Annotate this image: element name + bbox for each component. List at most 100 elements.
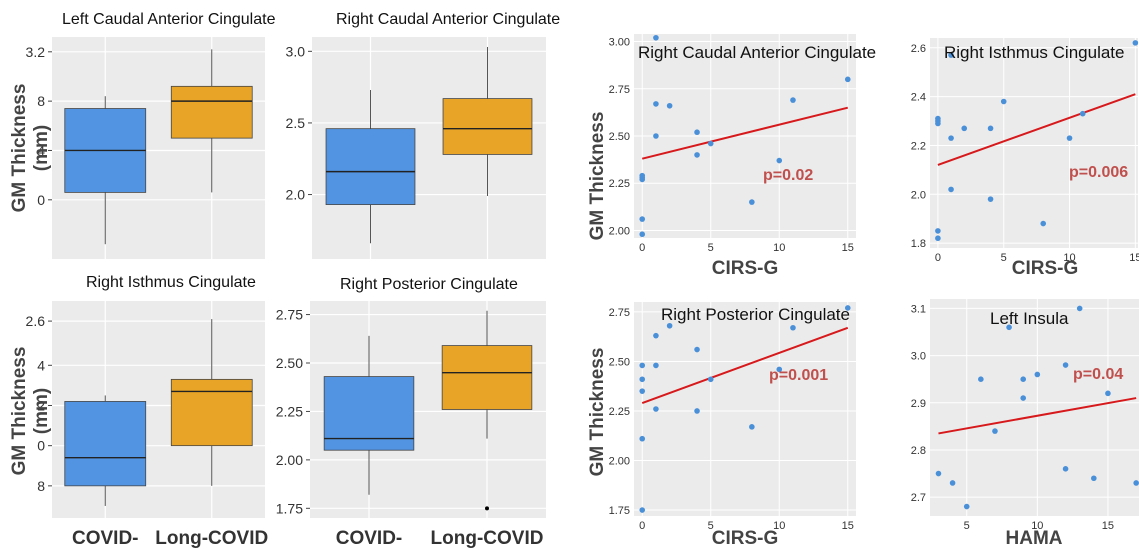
scatter-panel-2-point (961, 125, 968, 132)
scatter-panel-4-point (949, 480, 956, 486)
scatter-panel-2-xtick-label: 10 (1063, 252, 1075, 264)
scatter-panel-2-ytick-label: 1.8 (911, 238, 926, 250)
box-panel-3-long-covid-box (170, 378, 253, 447)
scatter-panel-4-xtick-label: 5 (964, 520, 970, 532)
box-panel-4-category-label: Long-COVID (431, 528, 544, 549)
scatter-panel-4-fit-line (938, 397, 1137, 435)
scatter-panel-1-point (639, 216, 646, 222)
scatter-panel-1-point (707, 140, 714, 147)
scatter-panel-2-point (1066, 135, 1073, 141)
box-panel-2-tick-label: 2.0 (286, 187, 306, 203)
scatter-panel-3-point (694, 346, 700, 353)
scatter-panel-1-point (844, 76, 851, 83)
scatter-panel-4-point (1105, 390, 1111, 397)
box-panel-3-title: Right Isthmus Cingulate (86, 274, 256, 291)
scatter-panel-4-title: Left Insula (990, 309, 1069, 328)
scatter-panel-3-point (653, 332, 659, 339)
box-panel-4-long-covid-box (441, 345, 533, 410)
scatter-panel-4-panel-bg (930, 299, 1139, 516)
scatter-panel-4-ytick-label: 2.7 (911, 492, 926, 504)
scatter-panel-4-pvalue: p=0.04 (1073, 366, 1123, 383)
scatter-panel-1-point (666, 102, 673, 109)
scatter-panel-3-point (639, 507, 646, 513)
scatter-panel-4-point (992, 428, 998, 434)
box-panel-2-long-covid-box (442, 98, 533, 155)
scatter-panel-3-xtick-label: 0 (639, 520, 645, 532)
box-ylabel-line-2: (mm) (31, 125, 52, 171)
box-panel-4-title: Right Posterior Cingulate (340, 276, 518, 293)
scatter-panel-1-ytick-label: 2.75 (609, 84, 630, 96)
box-panel-3-tick-label: 2 (37, 397, 45, 413)
box-panel-4-category-label: COVID- (336, 528, 403, 549)
scatter-panel-3-point (666, 322, 673, 329)
scatter-panel-3-point (653, 406, 659, 412)
scatter-panel-1-xtick-label: 5 (708, 242, 714, 254)
scatter-panel-2-point (987, 196, 994, 202)
scatter-panel-1-xtick-label: 0 (639, 242, 645, 254)
scatter-panel-1-point (639, 172, 646, 179)
scatter-panel-4-point (1076, 305, 1083, 312)
box-panel-3-category-label: Long-COVID (155, 528, 268, 549)
scatter-panel-2-xlabel: CIRS-G (1012, 258, 1079, 279)
scatter-panel-2-point (1079, 110, 1086, 117)
scatter-panel-1-point (749, 199, 755, 205)
scatter-panel-1-xlabel: CIRS-G (712, 258, 779, 279)
scatter-panel-1-point (653, 34, 659, 41)
box-panel-1-title: Left Caudal Anterior Cingulate (62, 11, 276, 28)
scatter-panel-2-ytick-label: 2.0 (911, 189, 926, 201)
scatter-panel-3-title: Right Posterior Cingulate (661, 305, 850, 324)
scatter-panel-1-fit-line (641, 106, 849, 160)
scatter-panel-1-point (790, 97, 796, 103)
box-panel-2-covid-neg-box (325, 128, 416, 205)
scatter-panel-2-pvalue: p=0.006 (1069, 164, 1128, 181)
scatter-panel-1-ytick-label: 2.00 (609, 225, 630, 237)
box-panel-4-tick-label: 1.75 (276, 500, 303, 516)
scatter-panel-4-ytick-label: 3.0 (911, 351, 926, 363)
box-panel-1-tick-label: 0 (37, 192, 45, 208)
box-panel-2-title: Right Caudal Anterior Cingulate (336, 11, 560, 28)
box-panel-1-tick-label: 8 (37, 93, 45, 109)
box-ylabel-line-2: (mm) (31, 388, 52, 434)
scatter-panel-4-point (1091, 475, 1097, 482)
scatter-panel-3-point (776, 366, 783, 373)
box-panel-4-long-covid-outlier (485, 506, 489, 511)
scatter-panel-4-point (1034, 371, 1041, 378)
scatter-panel-3-point (694, 408, 700, 414)
scatter-panel-2-ytick-label: 2.6 (911, 43, 926, 55)
scatter-panel-4-point (935, 470, 942, 477)
scatter-panel-3-point (707, 376, 714, 383)
box-panel-3-covid-neg-box (64, 401, 147, 487)
scatter-panel-3-ytick-label: 2.00 (609, 456, 630, 468)
box-panel-2-tick-label: 2.5 (286, 115, 306, 131)
scatter-panel-1-xtick-label: 10 (773, 242, 785, 254)
box-panel-3-tick-label: 4 (37, 357, 45, 373)
scatter-panel-3-point (639, 376, 646, 383)
box-panel-4-tick-label: 2.50 (276, 355, 303, 371)
scatter-panel-4-point (978, 376, 984, 382)
scatter-panel-2-point (935, 120, 941, 127)
scatter-panel-1-ytick-label: 2.50 (609, 131, 630, 143)
box-ylabel-line-1: GM Thickness (9, 84, 30, 213)
scatter-panel-1-point (776, 157, 783, 164)
scatter-panel-2-ytick-label: 2.4 (911, 92, 926, 104)
scatter-panel-4-point (1062, 362, 1069, 368)
scatter-panel-3-point (844, 305, 851, 311)
box-panel-1-tick-label: 4 (37, 142, 45, 158)
box-panel-2-tick-label: 3.0 (286, 43, 306, 59)
box-panel-1-tick-label: 3.2 (26, 44, 46, 60)
scatter-panel-2-point (948, 186, 954, 193)
scatter-panel-3-ytick-label: 1.75 (609, 505, 630, 517)
scatter-panel-4-point (1020, 376, 1027, 382)
box-ylabel-line-1: GM Thickness (9, 347, 30, 476)
box-panel-3-tick-label: 8 (37, 478, 45, 494)
scatter-panel-4-point (1062, 466, 1069, 472)
scatter-panel-2-xtick-label: 5 (1001, 252, 1007, 264)
scatter-panel-3-panel-bg (634, 302, 856, 516)
scatter-panel-3-pvalue: p=0.001 (769, 367, 828, 384)
scatter-panel-2-xtick-label: 0 (935, 252, 941, 264)
scatter-panel-3-point (653, 362, 659, 369)
box-panel-4-tick-label: 2.25 (276, 403, 303, 419)
box-panel-4-tick-label: 2.75 (276, 307, 303, 323)
scatter-panel-4-point (1133, 480, 1139, 486)
